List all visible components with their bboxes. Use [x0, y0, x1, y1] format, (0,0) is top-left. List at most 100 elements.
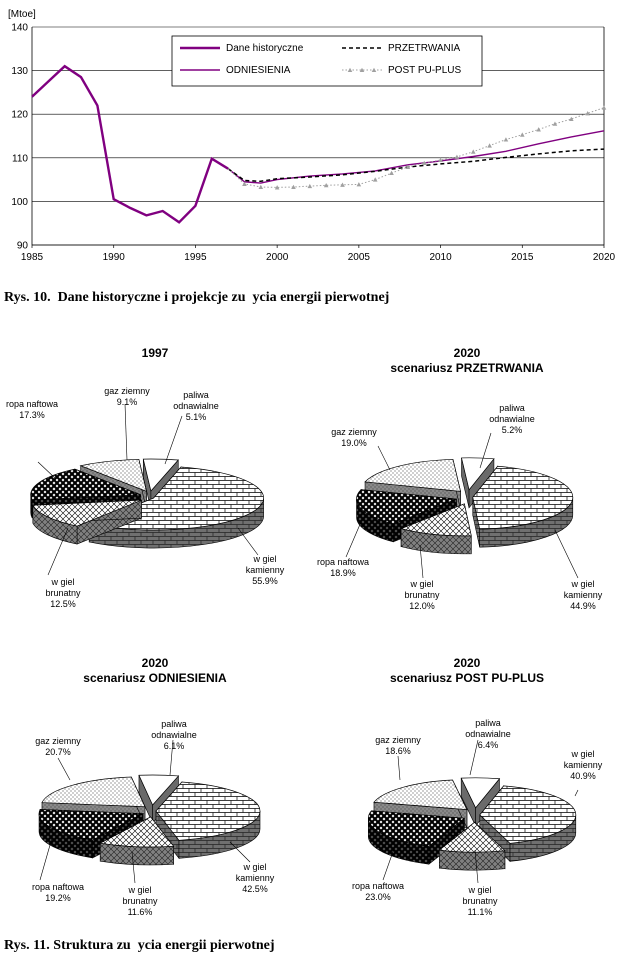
slice-value-w-giel-brunatny: 11.1%	[468, 907, 493, 917]
slice-label-line: ropa naftowa	[317, 557, 369, 567]
slice-label-line: ropa naftowa	[32, 882, 84, 892]
leader-w-giel-kamienny	[237, 527, 259, 556]
slice-label-line: odnawialne	[465, 729, 511, 739]
slice-label-w-giel-brunatny: w giel brunatny	[462, 885, 498, 906]
slice-label-line: kamienny	[564, 760, 603, 770]
pie-slice-w-giel-kamienny	[155, 781, 261, 860]
marker-post-pu-plus-2017	[552, 121, 558, 126]
slice-top-w-giel-kamienny	[479, 785, 577, 844]
marker-post-pu-plus-2018	[569, 116, 574, 121]
slice-top-gaz-ziemny	[373, 779, 468, 811]
marker-post-pu-plus-2004	[340, 182, 345, 187]
leader-paliwa-odnawialne	[169, 739, 174, 776]
pie-slice-w-giel-brunatny	[438, 821, 506, 871]
y-tick-100: 100	[11, 197, 28, 208]
y-tick-130: 130	[11, 66, 28, 77]
slice-label-gaz-ziemny: gaz ziemny	[104, 386, 150, 396]
x-tick-2000: 2000	[266, 252, 289, 263]
slice-value-gaz-ziemny: 19.0%	[341, 438, 367, 448]
marker-post-pu-plus-2008	[405, 164, 411, 169]
slice-label-paliwa-odnawialne: paliwa odnawialne	[489, 403, 535, 424]
y-tick-labels: 90 100 110 120 130 140	[11, 23, 28, 252]
leader-ropa-naftowa	[382, 845, 396, 881]
axes	[31, 27, 605, 246]
slice-value-w-giel-kamienny: 40.9%	[570, 771, 596, 781]
x-tick-1990: 1990	[103, 252, 126, 263]
slice-label-line: w giel	[467, 885, 491, 895]
slice-value-w-giel-brunatny: 12.5%	[50, 599, 76, 609]
x-tick-2005: 2005	[348, 252, 371, 263]
marker-post-pu-plus-1999	[258, 184, 264, 190]
slice-top-paliwa-odnawialne	[461, 457, 495, 491]
slice-value-paliwa-odnawialne: 5.1%	[186, 412, 207, 422]
slice-label-gaz-ziemny: gaz ziemny	[331, 427, 377, 437]
slice-label-line: paliwa	[475, 718, 501, 728]
slice-label-line: paliwa	[183, 390, 209, 400]
slice-label-line: gaz ziemny	[375, 735, 421, 745]
y-tick-120: 120	[11, 110, 28, 121]
pie-title: 1997	[142, 346, 169, 360]
legend-label-przetrwania: PRZETRWANIA	[388, 43, 461, 54]
leader-paliwa-odnawialne	[479, 432, 492, 469]
slice-label-paliwa-odnawialne: paliwa odnawialne	[151, 719, 197, 740]
leader-w-giel-brunatny	[131, 851, 136, 884]
slice-label-line: gaz ziemny	[104, 386, 150, 396]
slice-top-w-giel-brunatny	[438, 821, 506, 853]
pie-subtitle: scenariusz POST PU-PLUS	[390, 671, 544, 685]
slice-value-paliwa-odnawialne: 5.2%	[502, 425, 523, 435]
pie-subtitle: scenariusz ODNIESIENIA	[83, 671, 227, 685]
legend-marker	[347, 67, 353, 72]
pie-slice-w-giel-brunatny	[399, 503, 472, 555]
slice-value-w-giel-kamienny: 44.9%	[570, 601, 596, 611]
leader-ropa-naftowa	[39, 837, 53, 881]
marker-post-pu-plus-2010	[438, 157, 443, 162]
slice-label-ropa-naftowa: ropa naftowa	[6, 399, 58, 409]
slice-label-line: ropa naftowa	[352, 881, 404, 891]
slice-label-paliwa-odnawialne: paliwa odnawialne	[465, 718, 511, 739]
legend-marker	[359, 67, 365, 72]
x-tick-2015: 2015	[511, 252, 534, 263]
slice-label-w-giel-kamienny: w giel kamienny	[564, 749, 603, 770]
slice-top-paliwa-odnawialne	[460, 777, 501, 809]
marker-post-pu-plus-2002	[307, 183, 313, 189]
slice-top-w-giel-brunatny	[32, 499, 142, 527]
legend: Dane historyczne PRZETRWANIA ODNIESIENIA PO…	[171, 35, 483, 87]
pie-title: 2020	[454, 656, 481, 670]
slice-label-w-giel-kamienny: w giel kamienny	[236, 862, 275, 883]
slice-label-line: w giel	[409, 579, 433, 589]
series-line-post-pu-plus	[227, 107, 605, 188]
figure-10-caption: Rys. 10. Dane historyczne i projekcje zu…	[4, 290, 390, 305]
marker-post-pu-plus-2003	[323, 182, 329, 188]
slice-top-paliwa-odnawialne	[138, 774, 180, 806]
pie-slice-w-giel-kamienny	[472, 465, 574, 548]
leader-gaz-ziemny	[377, 445, 391, 471]
leader-w-giel-kamienny	[574, 789, 579, 797]
slice-label-line: paliwa	[161, 719, 187, 729]
y-axis-label: [Mtoe]	[8, 9, 36, 20]
slice-rim	[439, 849, 506, 871]
slice-label-line: w giel	[242, 862, 266, 872]
pie-title: 2020	[142, 656, 169, 670]
pie-title: 2020	[454, 346, 481, 360]
slice-label-line: odnawialne	[489, 414, 535, 424]
series-line-dane-historyczne	[31, 64, 229, 224]
slice-label-w-giel-brunatny: w giel brunatny	[404, 579, 440, 600]
slice-top-w-giel-brunatny	[99, 816, 175, 848]
slice-label-w-giel-kamienny: w giel kamienny	[246, 554, 285, 575]
slice-value-w-giel-kamienny: 55.9%	[252, 576, 278, 586]
marker-post-pu-plus-2006	[372, 177, 378, 182]
marker-post-pu-plus-2014	[503, 137, 509, 142]
slice-label-line: ropa naftowa	[6, 399, 58, 409]
legend-label-odniesienia: ODNIESIENIA	[226, 65, 291, 76]
leader-gaz-ziemny	[124, 403, 128, 461]
slice-top-w-giel-brunatny	[399, 503, 472, 537]
leader-w-giel-brunatny	[474, 849, 479, 884]
slice-label-line: w giel	[50, 577, 74, 587]
slice-label-line: brunatny	[45, 588, 81, 598]
leader-w-giel-brunatny	[47, 527, 69, 576]
legend-label-post-pu-plus: POST PU-PLUS	[388, 65, 461, 76]
leader-gaz-ziemny	[397, 755, 401, 781]
